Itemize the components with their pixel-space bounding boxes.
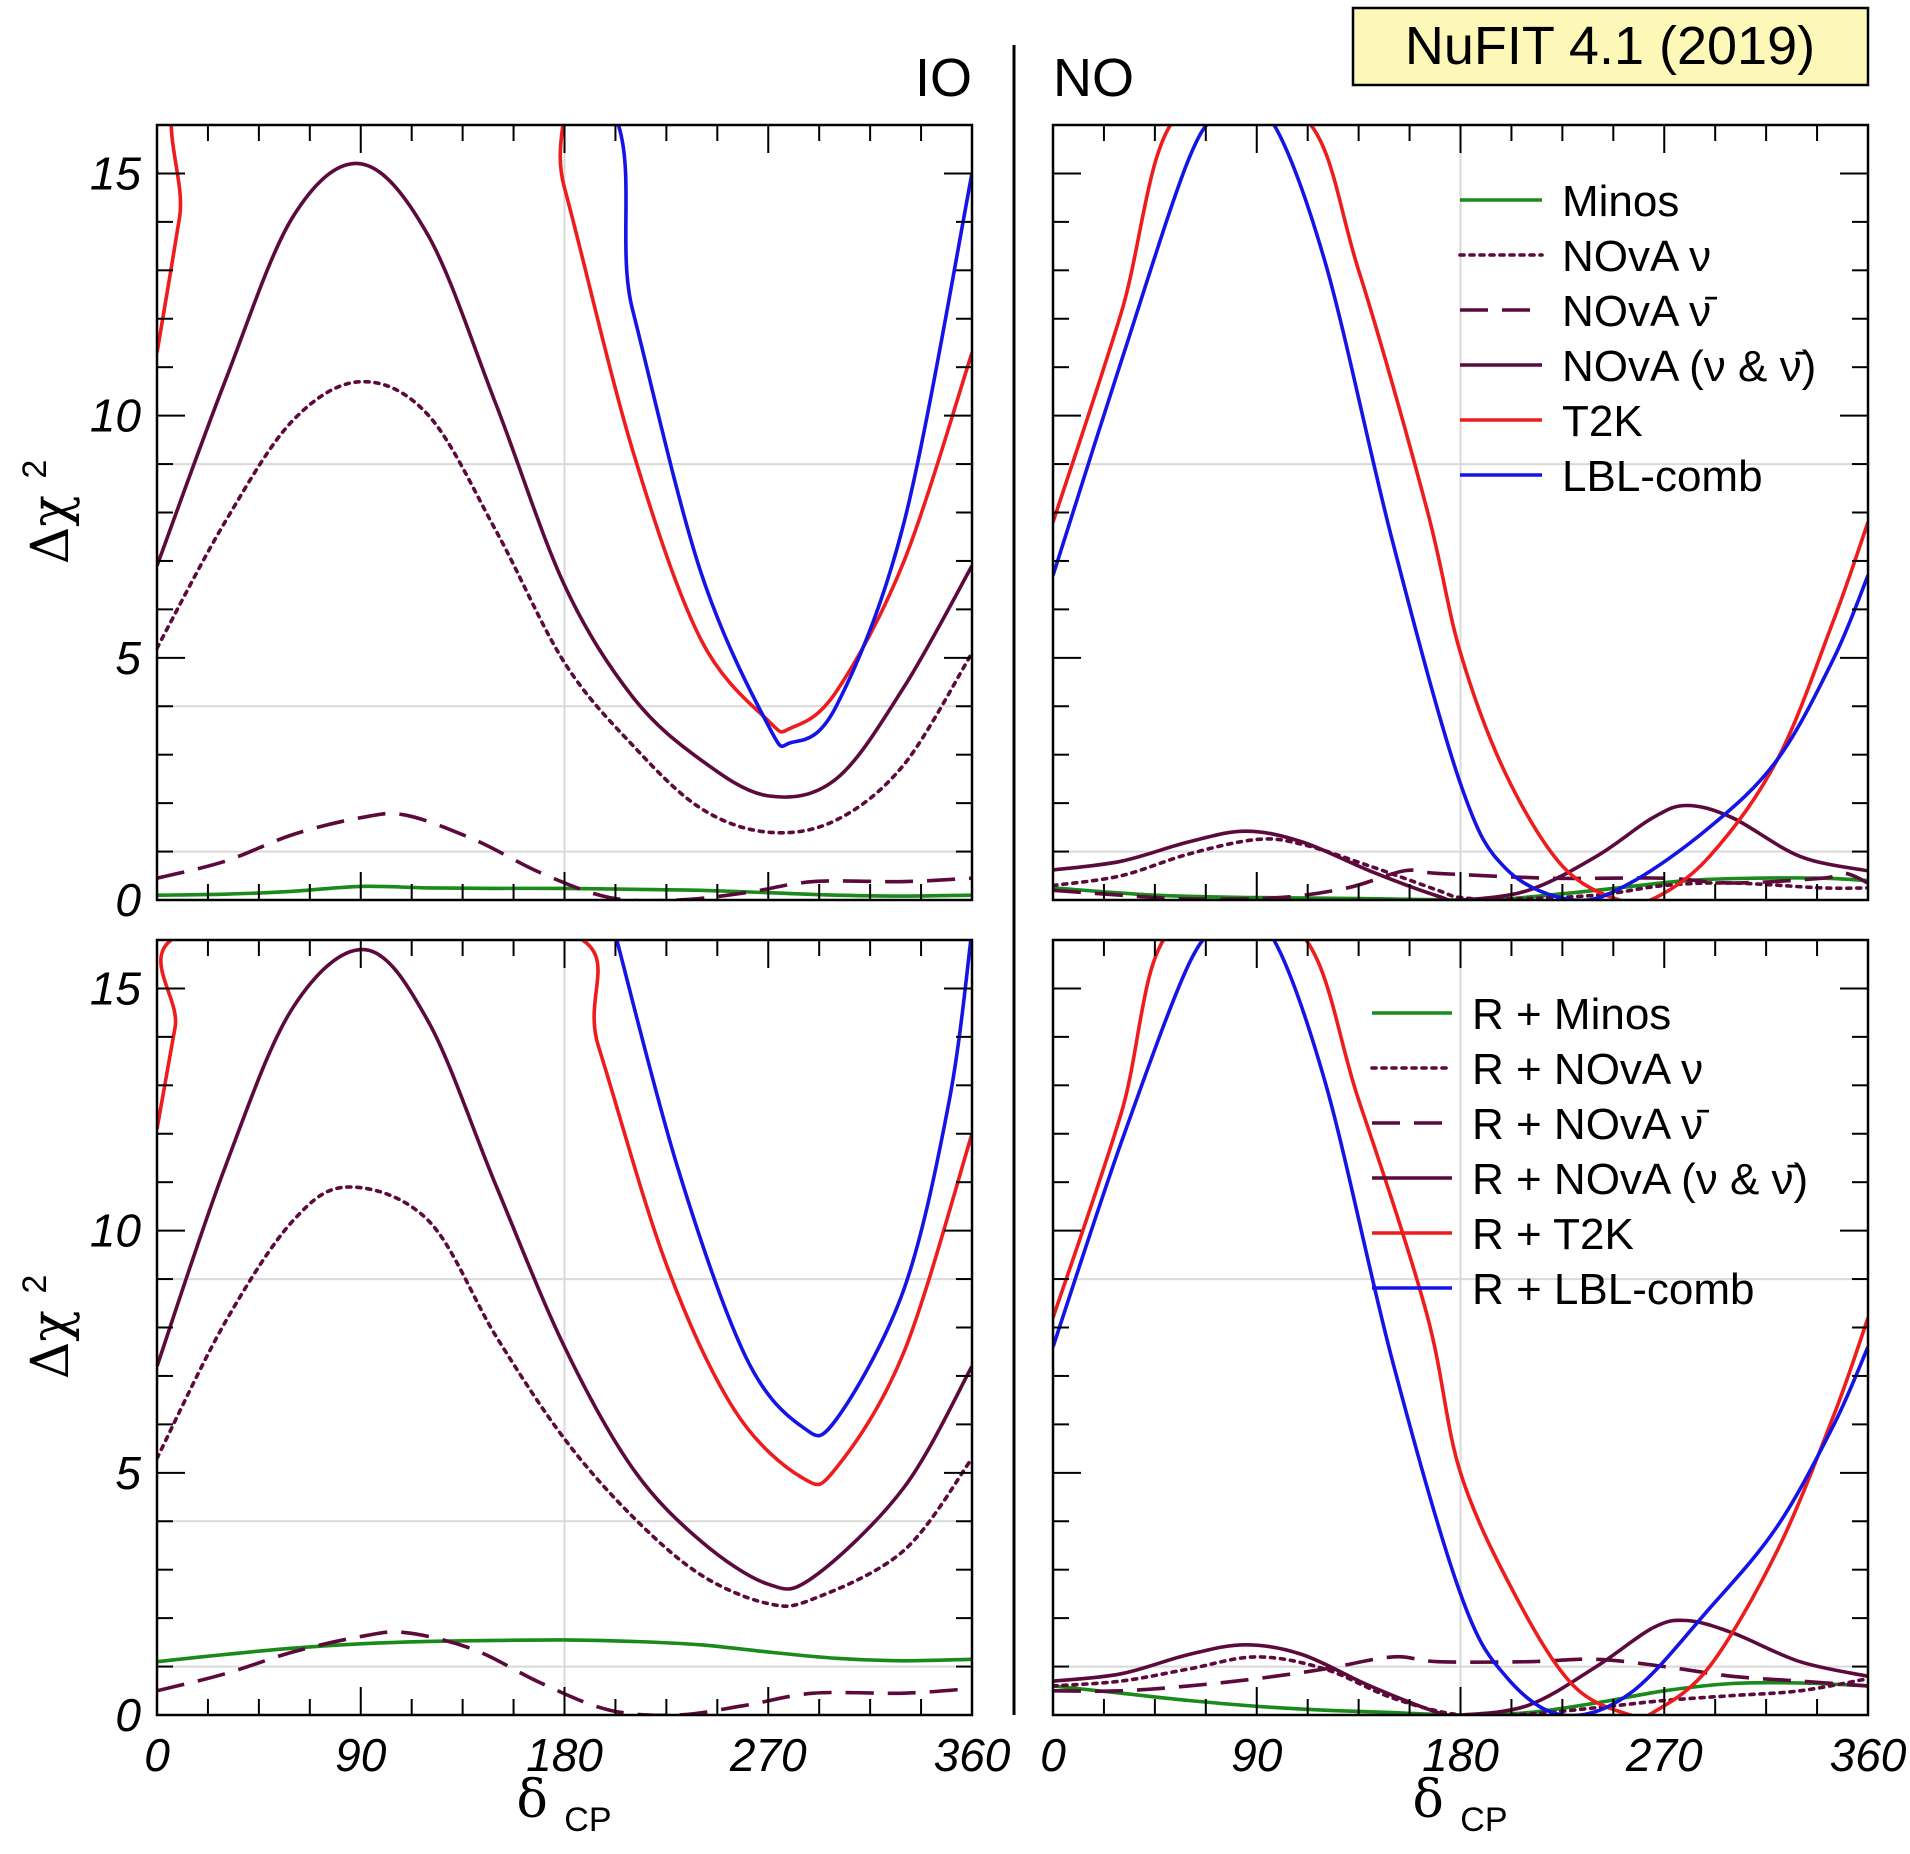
legend-label-br-0: R + Minos bbox=[1472, 990, 1671, 1039]
xtick-label-bl-270: 270 bbox=[729, 1729, 807, 1781]
legend-bottom: R + Minos R + NOvA ν R + NOvA ν̄ R + NOvA (… bbox=[1370, 990, 1808, 1314]
column-label-io: IO bbox=[915, 48, 972, 108]
version-badge bbox=[1351, 6, 1870, 87]
series-bl-5 bbox=[614, 940, 972, 1438]
xtick-label-br-90: 90 bbox=[1231, 1729, 1283, 1781]
legend-label-br-2: R + NOvA ν̄ bbox=[1472, 1100, 1709, 1149]
ytick-label-bl-15: 15 bbox=[90, 962, 142, 1014]
series-tl-2 bbox=[157, 811, 972, 900]
ylabel-top: Δχ 2 bbox=[16, 460, 81, 565]
panel-top-left-frame bbox=[155, 123, 974, 902]
ylabel-bottom: Δχ 2 bbox=[16, 1275, 81, 1380]
series-br-0 bbox=[1053, 1680, 1868, 1715]
xtick-label-bl-360: 360 bbox=[934, 1729, 1011, 1781]
panel-top-right-ticks bbox=[1052, 124, 1869, 901]
legend-top: Minos NOvA ν NOvA ν̄ NOvA (ν & ν̄) T2K LBL-co… bbox=[1458, 177, 1816, 501]
series-bl-1 bbox=[157, 1185, 972, 1608]
panel-bottom-right-frame bbox=[1051, 938, 1870, 1717]
ytick-label-tl-0: 0 bbox=[115, 874, 141, 926]
xtick-label-br-180: 180 bbox=[1422, 1729, 1499, 1781]
ytick-label-bl-0: 0 bbox=[115, 1689, 141, 1741]
series-bl-2 bbox=[157, 1630, 972, 1715]
panel-top-left: 0 5 10 15 Δχ 2 bbox=[16, 123, 974, 926]
panel-top-right: Minos NOvA ν NOvA ν̄ NOvA (ν & ν̄) T2K LBL-co… bbox=[1051, 123, 1870, 902]
series-tl-4 bbox=[157, 125, 972, 734]
xtick-label-bl-90: 90 bbox=[335, 1729, 387, 1781]
xtick-label-bl-180: 180 bbox=[526, 1729, 603, 1781]
panel-bottom-left-xtick-labels: 0 90 180 270 360 bbox=[144, 1729, 1011, 1781]
series-tl-3 bbox=[157, 161, 972, 799]
series-tr-4 bbox=[1053, 125, 1868, 900]
panel-bottom-left-ytick-labels: 0 5 10 15 bbox=[90, 962, 142, 1741]
header: NuFIT 4.1 (2019) IO NO bbox=[915, 6, 1870, 1715]
series-br-2 bbox=[1053, 1654, 1868, 1693]
series-br-4 bbox=[1053, 940, 1868, 1715]
series-tr-5 bbox=[1053, 125, 1868, 900]
ytick-label-tl-10: 10 bbox=[90, 390, 142, 442]
panel-bottom-left-frame bbox=[155, 938, 974, 1717]
ylabel-top-text-sup: 2 bbox=[16, 460, 54, 479]
xtick-label-br-270: 270 bbox=[1625, 1729, 1703, 1781]
legend-label-tr-5: LBL-comb bbox=[1562, 452, 1763, 501]
panel-top-left-grid bbox=[157, 125, 972, 900]
ylabel-bottom-text: Δχ bbox=[21, 1310, 81, 1379]
panel-bottom-left: 0 5 10 15 0 90 180 270 360 Δχ 2 δ CP bbox=[16, 938, 1011, 1839]
ytick-label-bl-10: 10 bbox=[90, 1205, 142, 1257]
panel-bottom-right-grid bbox=[1053, 940, 1868, 1715]
legend-label-tr-4: T2K bbox=[1562, 397, 1643, 446]
series-br-1 bbox=[1053, 1655, 1868, 1715]
version-badge-text: NuFIT 4.1 (2019) bbox=[1405, 16, 1815, 76]
ylabel-top-text: Δχ bbox=[21, 495, 81, 564]
panel-bottom-right: 0 90 180 270 360 R + Minos R + NOvA ν R + NOvA… bbox=[1040, 938, 1907, 1839]
xlabel-bottom-left: δ CP bbox=[516, 1770, 611, 1839]
panel-top-right-frame bbox=[1051, 123, 1870, 902]
panel-bottom-right-xtick-labels: 0 90 180 270 360 bbox=[1040, 1729, 1907, 1781]
xlabel-bottom-left-text-sub: CP bbox=[564, 1801, 611, 1839]
xlabel-bottom-right-text: δ bbox=[1412, 1770, 1443, 1830]
ytick-label-bl-5: 5 bbox=[115, 1447, 141, 1499]
xtick-label-br-0: 0 bbox=[1040, 1729, 1066, 1781]
series-bl-3 bbox=[157, 947, 972, 1591]
legend-label-tr-0: Minos bbox=[1562, 177, 1679, 226]
xlabel-bottom-left-text: δ bbox=[516, 1770, 547, 1830]
column-label-no: NO bbox=[1053, 48, 1134, 108]
legend-label-br-4: R + T2K bbox=[1472, 1210, 1634, 1259]
series-br-5 bbox=[1053, 940, 1868, 1715]
xtick-label-bl-0: 0 bbox=[144, 1729, 170, 1781]
legend-label-tr-2: NOvA ν̄ bbox=[1562, 287, 1717, 336]
series-tl-5 bbox=[157, 125, 972, 748]
xlabel-bottom-right: δ CP bbox=[1412, 1770, 1507, 1839]
xtick-label-br-360: 360 bbox=[1830, 1729, 1907, 1781]
legend-label-tr-1: NOvA ν bbox=[1562, 232, 1711, 281]
ytick-label-tl-5: 5 bbox=[115, 632, 141, 684]
panel-bottom-left-grid bbox=[157, 940, 972, 1715]
series-tl-1 bbox=[157, 379, 972, 835]
series-bl-0 bbox=[157, 1638, 972, 1664]
legend-label-br-5: R + LBL-comb bbox=[1472, 1265, 1754, 1314]
panel-bottom-left-curves bbox=[157, 940, 972, 1715]
xlabel-bottom-right-text-sub: CP bbox=[1460, 1801, 1507, 1839]
legend-label-tr-3: NOvA (ν & ν̄) bbox=[1562, 342, 1816, 391]
legend-label-br-3: R + NOvA (ν & ν̄) bbox=[1472, 1155, 1808, 1204]
ylabel-bottom-text-sup: 2 bbox=[16, 1275, 54, 1294]
panel-top-left-ytick-labels: 0 5 10 15 bbox=[90, 147, 142, 926]
ytick-label-tl-15: 15 bbox=[90, 147, 142, 199]
legend-label-br-1: R + NOvA ν bbox=[1472, 1045, 1703, 1094]
panel-top-left-curves bbox=[157, 125, 972, 900]
